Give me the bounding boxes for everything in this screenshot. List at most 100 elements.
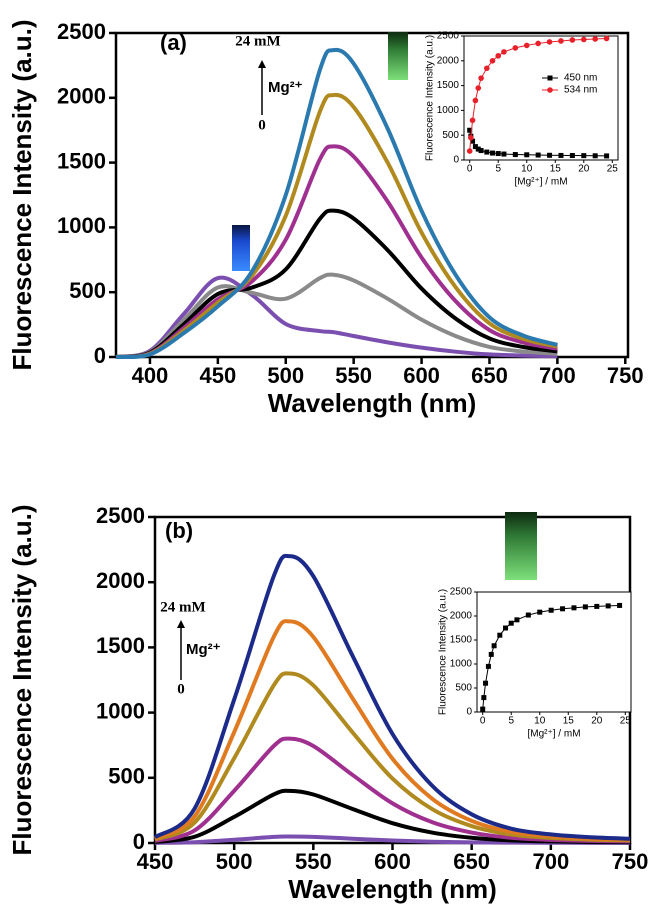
plot-frame (476, 591, 632, 713)
data-point (571, 605, 577, 611)
panel-label: (a) (160, 30, 187, 55)
spectrum-line (115, 275, 558, 359)
data-point (508, 620, 514, 626)
data-point (514, 617, 520, 623)
x-tick-label: 600 (374, 849, 411, 874)
y-tick-label: 2000 (96, 568, 145, 593)
y-axis-label: Fluorescence Intensity (a.u.) (438, 589, 449, 715)
x-tick-label: 25 (620, 716, 632, 727)
data-point (469, 117, 476, 124)
data-point (558, 152, 564, 158)
spectrum-line (115, 208, 558, 359)
data-point (501, 49, 507, 55)
y-tick-label: 500 (442, 130, 459, 141)
data-point (512, 152, 518, 158)
data-point (512, 45, 519, 51)
data-point (472, 144, 478, 150)
data-point (489, 58, 496, 64)
spectrum-line (154, 619, 631, 842)
y-axis-label: Fluorescence Intensity (a.u.) (7, 504, 37, 855)
y-axis-label: Fluorescence Intensity (a.u.) (425, 35, 436, 161)
data-point (582, 604, 588, 610)
data-point (472, 97, 479, 104)
data-point (488, 651, 494, 657)
data-point (491, 643, 497, 649)
y-tick-label: 0 (453, 155, 459, 166)
x-tick-label: 10 (521, 164, 533, 175)
x-tick-label: 750 (607, 363, 644, 388)
spectrum-line (115, 92, 558, 359)
data-point (581, 153, 587, 159)
y-tick-label: 1500 (450, 635, 473, 646)
data-point (490, 150, 496, 156)
panel-label: (b) (165, 518, 193, 543)
data-point (467, 127, 473, 133)
x-tick-label: 750 (612, 849, 649, 874)
blue-cuvette (232, 225, 250, 271)
data-point (604, 153, 610, 159)
spectrum-line (115, 272, 558, 359)
data-point (594, 603, 600, 609)
y-tick-label: 1500 (57, 148, 106, 173)
data-point (470, 138, 476, 144)
data-point (485, 663, 491, 669)
green-cuvette (388, 32, 408, 80)
y-tick-label: 500 (108, 764, 145, 789)
data-point (501, 151, 507, 157)
data-point (569, 153, 575, 159)
x-tick-label: 500 (267, 363, 304, 388)
data-point (558, 38, 564, 44)
data-point (546, 39, 553, 45)
x-tick-label: 450 (137, 849, 174, 874)
green-cuvette (505, 512, 537, 580)
annotation: 0 (177, 681, 185, 697)
y-tick-label: 0 (466, 707, 472, 718)
x-tick-label: 5 (508, 716, 514, 727)
data-point (480, 706, 486, 712)
data-point (483, 680, 489, 686)
y-tick-label: 500 (69, 278, 106, 303)
data-point (525, 612, 531, 618)
plot-frame (463, 35, 619, 161)
spectrum-line (153, 553, 631, 841)
y-tick-label: 2500 (96, 503, 145, 528)
x-tick-label: 0 (467, 164, 473, 175)
data-point (495, 53, 502, 59)
data-point (478, 148, 484, 154)
spectrum-line (154, 736, 631, 844)
data-point (605, 603, 611, 609)
data-point (481, 695, 487, 701)
data-point (468, 134, 474, 141)
annotation: Mg²⁺ (268, 79, 303, 96)
x-tick-label: 20 (591, 716, 603, 727)
legend-marker (547, 75, 553, 81)
inset-chart: 0 5 10 15 20 25 0 500 1000 1500 2000 2500 [Mg²⁺] / m… (425, 31, 619, 188)
y-tick-label: 2500 (437, 31, 460, 42)
x-tick-label: 550 (335, 363, 372, 388)
x-tick-label: 600 (403, 363, 440, 388)
x-tick-label: 5 (495, 164, 501, 175)
y-tick-label: 500 (455, 683, 472, 694)
x-tick-label: 0 (480, 716, 486, 727)
y-tick-label: 2500 (450, 587, 473, 598)
y-tick-label: 2000 (450, 611, 473, 622)
x-tick-label: 450 (199, 363, 236, 388)
x-tick-label: 550 (295, 849, 332, 874)
data-point (592, 36, 598, 42)
inset-chart: 0 5 10 15 20 25 0 500 1000 1500 2000 2500 [Mg²⁺] / m… (438, 587, 632, 740)
data-point (475, 85, 482, 91)
legend-label: 534 nm (564, 85, 597, 96)
data-point (535, 40, 541, 47)
x-tick-label: 700 (539, 363, 576, 388)
y-tick-label: 0 (133, 829, 145, 854)
spectrum-line (115, 144, 558, 359)
x-tick-label: 400 (132, 363, 169, 388)
arrow-head (177, 620, 185, 628)
y-tick-label: 1000 (57, 213, 106, 238)
x-tick-label: 20 (578, 164, 590, 175)
x-tick-label: 10 (534, 716, 546, 727)
y-tick-label: 1500 (96, 633, 145, 658)
x-axis-label: Wavelength (nm) (288, 874, 496, 904)
annotation: Mg²⁺ (186, 641, 221, 658)
data-point (569, 37, 576, 43)
